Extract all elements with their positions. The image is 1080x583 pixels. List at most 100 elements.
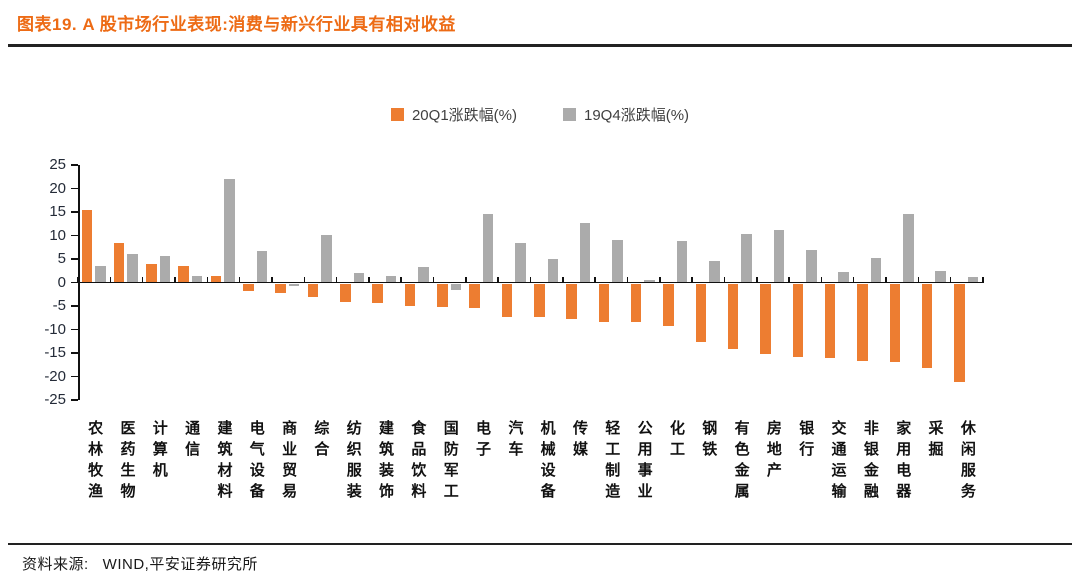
category-label: 房地产 <box>764 420 782 483</box>
bar-20q1 <box>275 284 286 293</box>
legend-label-19q4: 19Q4涨跌幅(%) <box>584 107 690 124</box>
bar-20q1 <box>889 284 901 363</box>
x-axis-tick <box>206 276 209 283</box>
category-label: 汽车 <box>506 420 524 462</box>
category-label: 交通运输 <box>829 420 847 504</box>
bar-20q1 <box>695 284 707 342</box>
bar-19q4 <box>482 213 494 283</box>
x-axis-tick <box>982 276 984 283</box>
x-axis-tick <box>271 276 273 283</box>
bar-19q4 <box>870 257 882 283</box>
bar-20q1 <box>372 284 383 304</box>
y-axis-tick-label: -15 <box>44 344 66 361</box>
x-axis-tick <box>917 276 920 283</box>
bar-19q4 <box>159 256 171 283</box>
category-label: 建筑装饰 <box>377 420 395 504</box>
bar-20q1 <box>534 284 545 318</box>
bar-19q4 <box>935 271 946 283</box>
y-axis-tick <box>71 211 78 213</box>
bar-20q1 <box>437 284 448 307</box>
y-axis-tick-label: 0 <box>57 273 66 291</box>
x-axis-tick <box>756 276 758 283</box>
x-axis-tick <box>820 276 823 283</box>
y-axis-tick <box>71 305 78 307</box>
bar-19q4 <box>709 260 720 283</box>
bar-19q4 <box>418 266 429 283</box>
footer-divider-line <box>8 543 1072 545</box>
bar-20q1 <box>663 284 674 327</box>
y-axis-tick-label: 15 <box>49 203 66 220</box>
x-axis-tick <box>400 276 402 283</box>
bar-20q1 <box>113 243 125 283</box>
y-axis-tick <box>71 234 78 237</box>
x-axis-tick <box>238 276 241 283</box>
bar-19q4 <box>644 280 655 283</box>
y-axis-tick <box>71 328 78 331</box>
bar-20q1 <box>340 284 351 303</box>
bar-20q1 <box>630 284 642 322</box>
bar-19q4 <box>773 230 785 283</box>
x-axis-tick <box>174 276 176 283</box>
bar-19q4 <box>967 276 979 283</box>
x-axis-tick <box>691 276 693 283</box>
x-axis-tick <box>432 276 435 283</box>
title-divider-line <box>8 44 1072 47</box>
chart-legend: 20Q1涨跌幅(%) 19Q4涨跌幅(%) <box>0 104 1080 125</box>
legend-swatch-gray <box>563 108 576 121</box>
x-axis-tick <box>497 276 499 283</box>
y-axis-tick-label: -10 <box>44 320 66 338</box>
y-axis-tick-label: -20 <box>44 367 66 385</box>
x-axis-tick <box>949 276 952 283</box>
category-label: 非银金融 <box>861 420 879 504</box>
x-axis-tick <box>562 276 564 283</box>
bar-20q1 <box>824 284 836 358</box>
bar-19q4 <box>127 254 138 283</box>
source-label: 资料来源: <box>22 556 89 573</box>
x-axis-tick <box>141 276 144 283</box>
x-axis-tick <box>303 276 305 283</box>
y-axis-tick <box>71 375 78 378</box>
bar-20q1 <box>921 284 933 368</box>
x-axis-tick <box>788 276 790 283</box>
bar-20q1 <box>146 264 157 283</box>
bar-20q1 <box>792 284 804 357</box>
category-label: 化工 <box>667 420 685 462</box>
bar-19q4 <box>450 284 462 291</box>
bar-20q1 <box>469 284 480 308</box>
bar-20q1 <box>501 284 513 317</box>
category-label: 食品饮料 <box>409 420 427 504</box>
y-axis-tick <box>71 281 78 284</box>
x-axis-tick <box>368 276 370 283</box>
legend-item-19q4: 19Q4涨跌幅(%) <box>563 104 689 125</box>
y-axis-tick <box>71 164 78 166</box>
x-axis-tick <box>465 276 467 283</box>
category-label: 医药生物 <box>118 420 136 504</box>
x-axis-tick <box>594 276 596 283</box>
category-label: 综合 <box>312 420 330 462</box>
x-axis-tick <box>723 276 726 283</box>
bar-20q1 <box>857 284 868 361</box>
bar-19q4 <box>838 271 849 283</box>
bar-19q4 <box>385 275 397 283</box>
bar-19q4 <box>321 234 332 283</box>
x-axis-tick <box>626 276 629 283</box>
category-label: 传媒 <box>570 420 588 462</box>
y-axis-tick <box>71 258 78 260</box>
legend-item-20q1: 20Q1涨跌幅(%) <box>390 104 517 125</box>
bar-19q4 <box>676 241 688 283</box>
y-axis-tick-label: -25 <box>44 391 66 408</box>
y-axis-tick <box>71 399 78 401</box>
x-axis-tick <box>109 276 112 283</box>
category-label: 银行 <box>797 420 815 462</box>
x-axis-tick <box>335 276 338 283</box>
category-label: 采掘 <box>926 420 944 462</box>
bar-20q1 <box>954 284 965 382</box>
bar-19q4 <box>288 284 300 287</box>
bar-20q1 <box>598 284 610 322</box>
x-axis-tick <box>659 276 661 283</box>
y-axis-tick <box>71 352 78 354</box>
category-label: 国防军工 <box>441 420 459 504</box>
category-label: 公用事业 <box>635 420 653 504</box>
